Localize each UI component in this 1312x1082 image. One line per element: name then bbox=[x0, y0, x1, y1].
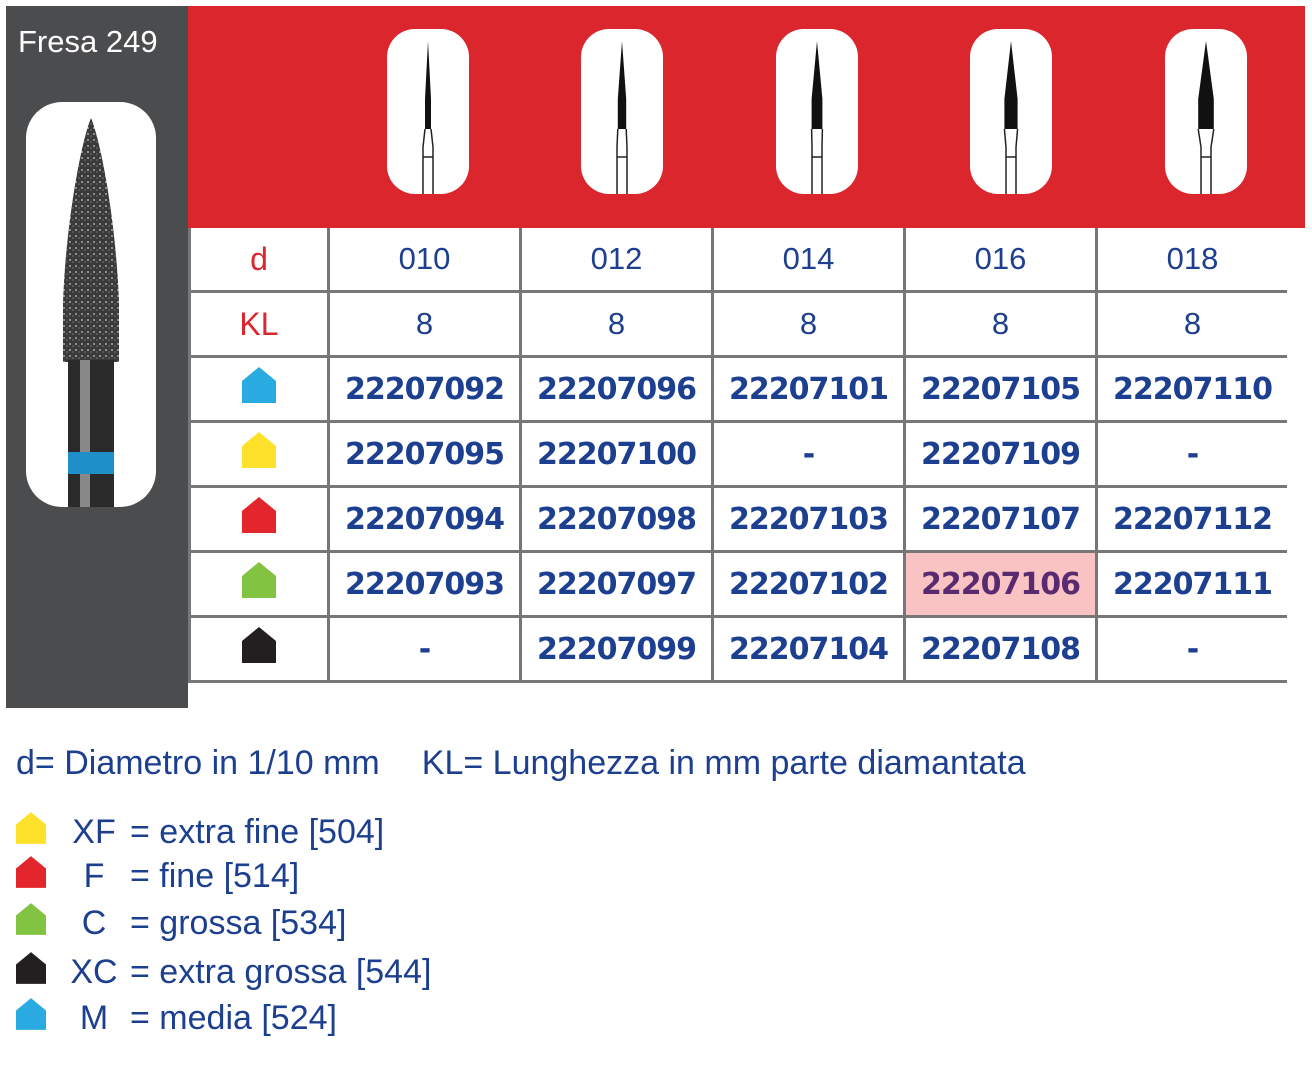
article-code: 22207106 bbox=[903, 550, 1098, 618]
article-code: 22207097 bbox=[519, 550, 714, 618]
size-value: 016 bbox=[903, 228, 1098, 293]
article-code: 22207098 bbox=[519, 485, 714, 553]
legend-item: F = fine [514] bbox=[16, 855, 300, 897]
article-code: 22207095 bbox=[327, 420, 522, 488]
green-grit-icon bbox=[188, 550, 330, 618]
row-label: d bbox=[188, 228, 330, 293]
size-value: 018 bbox=[1095, 228, 1287, 293]
black-grit-icon bbox=[188, 615, 330, 683]
bur-drawing-5 bbox=[1165, 29, 1247, 194]
grit-icon bbox=[16, 997, 64, 1039]
article-code: 22207101 bbox=[711, 355, 906, 423]
legend-code: C bbox=[81, 903, 107, 942]
article-code: - bbox=[1095, 615, 1287, 683]
table-row: 22207095 22207100-22207109- bbox=[188, 420, 1287, 488]
size-value: 8 bbox=[1095, 290, 1287, 358]
legend-code: XC bbox=[70, 952, 118, 991]
table-row: KL 8 8 8 8 8 bbox=[188, 290, 1287, 358]
size-value: 010 bbox=[327, 228, 522, 293]
size-value: 014 bbox=[711, 228, 906, 293]
table-row: 22207092 22207096 22207101 22207105 22207110 bbox=[188, 355, 1287, 423]
table-row: 22207094 22207098 22207103 22207107 22207112 bbox=[188, 485, 1287, 553]
article-code: 22207102 bbox=[711, 550, 906, 618]
table-row: d 010 012 014 016 018 bbox=[188, 228, 1287, 293]
grit-icon bbox=[16, 855, 64, 897]
legend-text: = extra grossa [544] bbox=[130, 952, 432, 991]
bur-drawing-4 bbox=[970, 29, 1052, 194]
product-title: Fresa 249 bbox=[18, 24, 158, 59]
article-code: - bbox=[1095, 420, 1287, 488]
bur-photo bbox=[26, 102, 156, 507]
row-label: KL bbox=[188, 290, 330, 358]
size-value: 8 bbox=[903, 290, 1098, 358]
article-code: 22207109 bbox=[903, 420, 1098, 488]
article-code: 22207107 bbox=[903, 485, 1098, 553]
article-code: 22207111 bbox=[1095, 550, 1287, 618]
size-value: 012 bbox=[519, 228, 714, 293]
article-code: 22207100 bbox=[519, 420, 714, 488]
article-code: 22207108 bbox=[903, 615, 1098, 683]
header-band bbox=[188, 6, 1305, 228]
article-code: 22207105 bbox=[903, 355, 1098, 423]
article-code: 22207103 bbox=[711, 485, 906, 553]
grit-icon bbox=[16, 811, 64, 853]
article-code: 22207094 bbox=[327, 485, 522, 553]
product-table: d 010 012 014 016 018 KL 8 8 8 8 8 22207092 22207096 2… bbox=[188, 228, 1287, 683]
article-code: - bbox=[327, 615, 522, 683]
size-value: 8 bbox=[327, 290, 522, 358]
legend-item: XC = extra grossa [544] bbox=[16, 951, 432, 993]
size-value: 8 bbox=[711, 290, 906, 358]
legend-diameter: d= Diametro in 1/10 mm bbox=[16, 744, 380, 782]
legend-code: XF bbox=[72, 812, 116, 851]
table-row: -22207099 22207104 22207108- bbox=[188, 615, 1287, 683]
article-code: 22207110 bbox=[1095, 355, 1287, 423]
legend-text: = fine [514] bbox=[130, 856, 300, 895]
article-code: 22207099 bbox=[519, 615, 714, 683]
article-code: 22207093 bbox=[327, 550, 522, 618]
yellow-grit-icon bbox=[188, 420, 330, 488]
legend-text: = grossa [534] bbox=[130, 903, 347, 942]
legend-text: = extra fine [504] bbox=[130, 812, 385, 851]
article-code: 22207096 bbox=[519, 355, 714, 423]
grit-icon bbox=[16, 951, 64, 993]
bur-drawing-2 bbox=[581, 29, 663, 194]
article-code: - bbox=[711, 420, 906, 488]
legend-item: XF = extra fine [504] bbox=[16, 811, 385, 853]
bur-drawing-3 bbox=[776, 29, 858, 194]
legend-code: M bbox=[79, 998, 109, 1037]
article-code: 22207092 bbox=[327, 355, 522, 423]
article-code: 22207104 bbox=[711, 615, 906, 683]
bur-drawing-1 bbox=[387, 29, 469, 194]
table-row: 22207093 22207097 22207102 22207106 22207111 bbox=[188, 550, 1287, 618]
red-grit-icon bbox=[188, 485, 330, 553]
legend-item: C = grossa [534] bbox=[16, 902, 347, 944]
size-value: 8 bbox=[519, 290, 714, 358]
article-code: 22207112 bbox=[1095, 485, 1287, 553]
grit-icon bbox=[16, 902, 64, 944]
legend-length: KL= Lunghezza in mm parte diamantata bbox=[421, 744, 1026, 782]
legend-item: M = media [524] bbox=[16, 997, 337, 1039]
blue-grit-icon bbox=[188, 355, 330, 423]
legend-definitions: d= Diametro in 1/10 mm KL= Lunghezza in m… bbox=[16, 744, 1026, 783]
legend-code: F bbox=[83, 856, 105, 895]
legend-text: = media [524] bbox=[130, 998, 337, 1037]
